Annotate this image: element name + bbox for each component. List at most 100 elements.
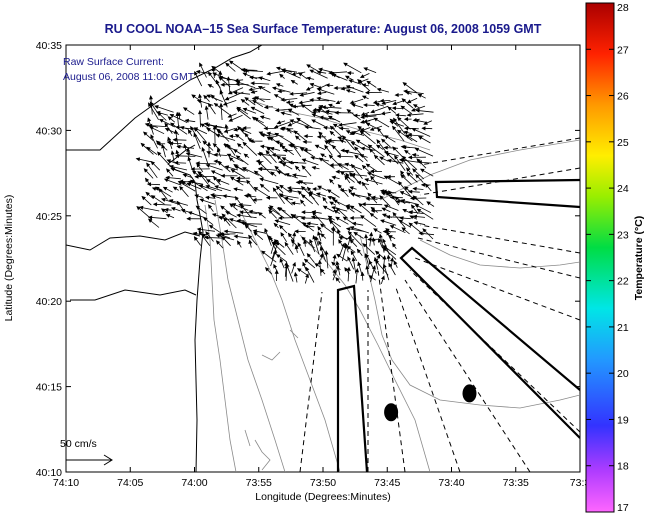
current-vector-head (199, 198, 204, 203)
current-vector-head (344, 175, 349, 181)
current-vector-head (379, 98, 384, 103)
colorbar-label: Temperature (°C) (633, 216, 645, 301)
current-vector-head (400, 105, 406, 110)
current-vector-head (411, 107, 416, 112)
current-vector-head (383, 247, 388, 252)
current-vector-head (231, 203, 237, 207)
current-vector-head (173, 160, 179, 165)
current-vector-head (386, 230, 391, 236)
current-vector-head (364, 90, 370, 95)
current-vector-head (357, 78, 362, 84)
current-vector-head (327, 103, 333, 108)
current-vector-head (301, 210, 306, 215)
current-vector-head (306, 186, 312, 192)
current-vector-head (246, 179, 251, 185)
current-vector-head (344, 267, 349, 272)
current-vector-head (398, 180, 403, 186)
current-vector-head (403, 117, 409, 122)
current-vector-head (274, 108, 280, 113)
current-vector-head (162, 186, 168, 191)
current-vector-head (207, 204, 213, 209)
current-vector-head (213, 102, 219, 108)
current-vector-head (228, 156, 234, 162)
x-tick-label: 73:35 (503, 477, 529, 489)
current-vector-head (374, 259, 380, 265)
radar-sector-lines (299, 137, 580, 472)
current-vector-head (296, 268, 302, 273)
current-vector-head (329, 163, 334, 168)
current-vector-head (324, 250, 329, 255)
current-vector-head (386, 254, 391, 259)
current-vector-head (335, 100, 341, 104)
current-vector-head (320, 233, 325, 238)
current-vector-head (175, 111, 180, 117)
current-vector-head (249, 75, 254, 80)
current-vector-head (306, 76, 311, 81)
current-vector-head (185, 152, 191, 157)
current-vector-head (135, 157, 141, 162)
current-vector-head (356, 180, 362, 185)
current-vector-head (279, 224, 284, 230)
current-vector-head (194, 70, 198, 76)
current-vector-head (190, 125, 195, 131)
current-vector-head (274, 165, 279, 171)
current-vector-head (177, 181, 183, 185)
current-vector-head (268, 209, 273, 215)
annotation-line-2: August 06, 2008 11:00 GMT (63, 71, 195, 83)
current-vector-head (170, 122, 175, 127)
current-vector-head (206, 127, 211, 132)
current-vector-head (395, 199, 400, 204)
current-vector-head (186, 147, 191, 152)
current-vector-head (281, 69, 287, 74)
current-vector-head (406, 167, 411, 172)
current-vector-head (388, 235, 393, 239)
x-axis-label: Longitude (Degrees:Minutes) (255, 491, 390, 503)
current-vector-head (272, 187, 277, 193)
current-vector-head (401, 155, 407, 161)
current-vector-head (331, 73, 337, 78)
current-vector-head (408, 222, 414, 227)
current-vector-head (328, 154, 334, 159)
current-vector-head (165, 168, 171, 173)
current-vector-head (148, 102, 152, 107)
bathymetry-contours (204, 99, 580, 472)
current-vector-head (288, 160, 293, 165)
current-vector-head (318, 67, 323, 72)
current-vector-head (316, 96, 321, 101)
current-vector-head (248, 209, 253, 214)
station-marker-station-2 (384, 403, 399, 422)
current-vector-head (277, 206, 283, 212)
current-vector-head (349, 205, 355, 210)
current-vector-head (377, 238, 382, 243)
current-vector-head (337, 163, 342, 167)
current-vector-head (222, 194, 227, 199)
current-vector-head (204, 195, 210, 200)
current-vectors (135, 60, 435, 285)
current-vector-head (223, 229, 228, 234)
current-vector-head (392, 146, 397, 151)
current-vector-head (294, 229, 299, 234)
current-vector-head (365, 265, 370, 270)
current-vector-head (161, 197, 166, 202)
current-vector-head (354, 146, 359, 151)
x-tick-label: 73:40 (438, 477, 464, 489)
current-vector-head (146, 182, 152, 187)
current-vector-head (355, 139, 361, 144)
current-vector-head (259, 177, 264, 182)
current-vector-head (312, 234, 317, 240)
scale-arrow (66, 454, 113, 466)
current-vector-head (290, 239, 296, 244)
current-vector-head (284, 241, 289, 247)
current-vector-head (420, 182, 426, 187)
current-vector-head (290, 213, 296, 218)
current-vector-head (305, 273, 309, 278)
current-vector-head (207, 84, 213, 88)
current-vector-head (363, 103, 368, 108)
current-vector-head (258, 131, 264, 136)
current-vector-head (341, 242, 346, 248)
current-vector-shaft (279, 194, 299, 199)
current-vector-head (280, 232, 285, 237)
current-vector-head (242, 221, 247, 226)
current-vector-head (217, 129, 222, 135)
current-vector-head (206, 151, 211, 155)
